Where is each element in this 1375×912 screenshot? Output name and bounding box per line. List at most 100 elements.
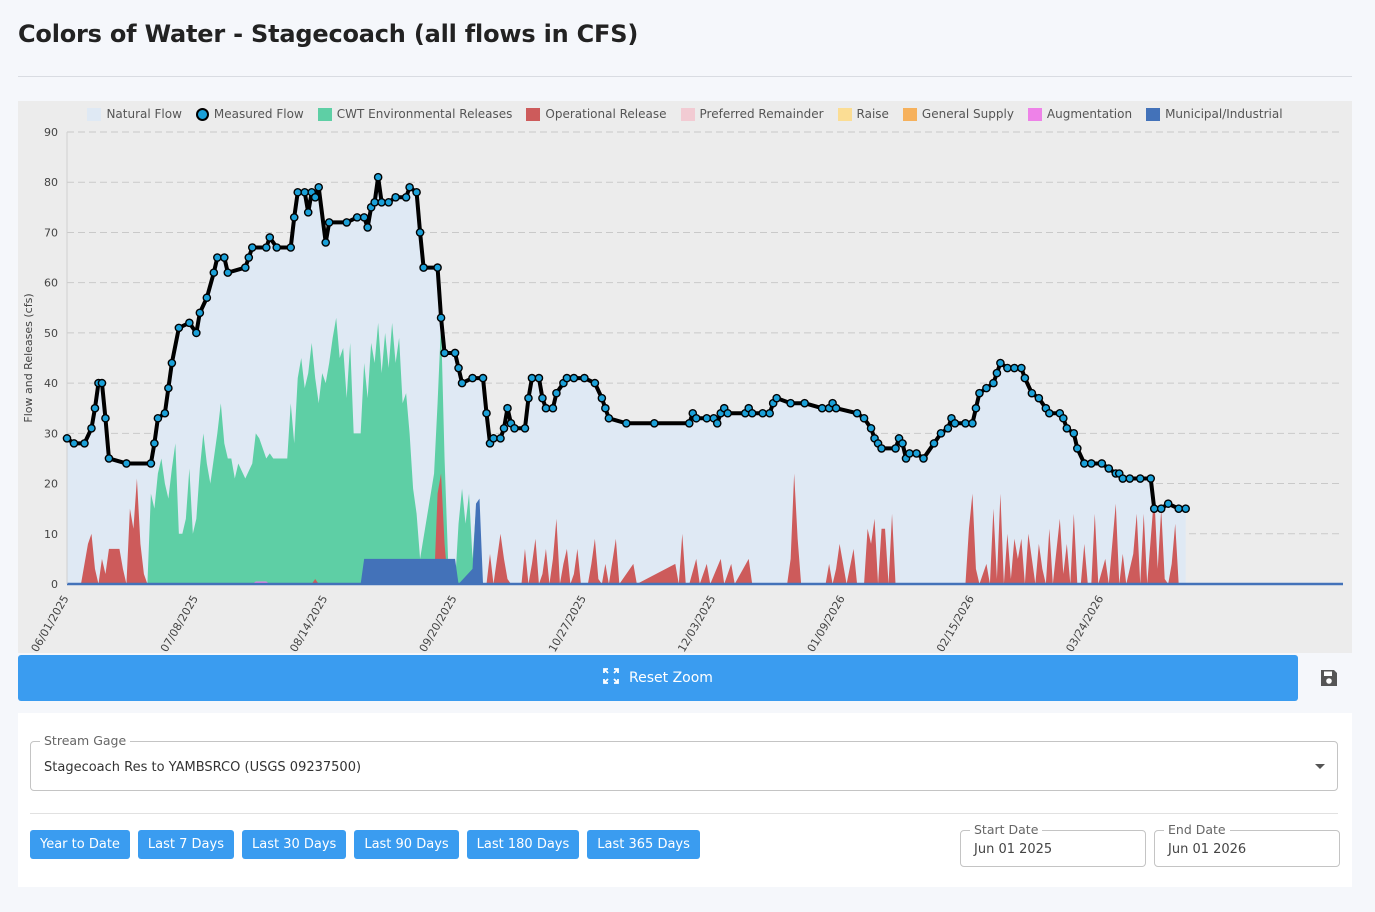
measured-flow-point [384,198,393,207]
measured-flow-point [905,449,914,458]
legend-item-municipal-industrial[interactable]: Municipal/Industrial [1146,107,1283,121]
measured-flow-point [548,403,558,413]
measured-flow-point [286,243,296,252]
y-tick-label: 10 [44,528,58,541]
measured-flow-point [223,268,233,277]
x-tick-label: 12/03/2025 [675,593,718,653]
measured-flow-point [919,454,928,463]
measured-flow-point [1045,408,1054,418]
start-date-value: Jun 01 2025 [974,842,1053,857]
dropdown-arrow-icon[interactable] [1315,764,1325,769]
last-180-days-button[interactable]: Last 180 Days [466,830,580,859]
legend-swatch [87,107,102,121]
start-date-field[interactable]: Start Date Jun 01 2025 [960,822,1146,867]
measured-flow-point [104,454,114,463]
legend-label: Measured Flow [213,107,304,121]
end-date-field[interactable]: End Date Jun 01 2026 [1154,822,1340,867]
measured-flow-point [859,413,869,423]
y-tick-label: 40 [44,377,58,390]
measured-flow-point [992,368,1002,378]
measured-flow-point [240,263,250,272]
legend-label: Operational Release [545,107,667,121]
measured-flow-point [489,434,498,443]
page-title: Colors of Water - Stagecoach (all flows … [18,20,639,48]
measured-flow-point [174,323,184,333]
legend-item-preferred-remainder[interactable]: Preferred Remainder [680,107,824,121]
measured-flow-point [377,198,386,207]
measured-flow-point [1104,464,1114,473]
y-tick-label: 60 [44,277,58,290]
end-date-value: Jun 01 2026 [1168,842,1247,857]
legend-swatch [680,107,695,121]
measured-flow-point [1118,474,1128,483]
measured-flow-point [891,444,900,453]
measured-flow-point [220,253,229,262]
legend-item-measured-flow[interactable]: Measured Flow [195,107,304,121]
x-tick-label: 07/08/2025 [158,593,201,653]
legend-item-augmentation[interactable]: Augmentation [1027,107,1133,121]
measured-flow-point [363,223,372,232]
measured-flow-point [1086,459,1096,468]
legend-item-general-supply[interactable]: General Supply [902,107,1014,121]
legend-item-natural-flow[interactable]: Natural Flow [87,107,182,121]
legend-label: Preferred Remainder [699,107,824,121]
year-to-date-button[interactable]: Year to Date [30,830,130,859]
legend-label: CWT Environmental Releases [336,107,513,121]
measured-flow-point [1149,504,1159,513]
stream-gage-select[interactable]: Stream Gage Stagecoach Res to YAMBSRCO (… [30,733,1338,791]
measured-flow-point [996,358,1005,368]
measured-flow-point [370,198,379,207]
last-90-days-button[interactable]: Last 90 Days [354,830,459,859]
measured-flow-point [786,398,795,408]
legend-swatch [1027,107,1042,121]
measured-flow-point [1027,388,1037,398]
reset-zoom-button[interactable]: Reset Zoom [18,655,1298,701]
measured-flow-point [534,373,544,383]
measured-flow-point [622,418,631,428]
measured-flow-point [289,213,299,222]
measured-flow-point [503,403,512,413]
controls-panel: Stream Gage Stagecoach Res to YAMBSRCO (… [18,713,1352,887]
x-tick-label: 09/20/2025 [417,593,460,653]
measured-flow-point [153,413,163,423]
floppy-disk-icon[interactable] [1318,667,1340,689]
measured-flow-point [691,413,701,423]
legend-swatch [837,107,852,121]
measured-flow-point [272,243,282,252]
measured-flow-point [817,403,827,413]
last-365-days-button[interactable]: Last 365 Days [587,830,700,859]
measured-flow-point [160,408,170,418]
measured-flow-point [433,263,442,272]
legend-swatch [526,107,541,121]
last-7-days-button[interactable]: Last 7 Days [137,830,234,859]
measured-flow-point [1156,504,1166,513]
measured-flow-point [1034,393,1044,403]
legend-item-cwt-environmental[interactable]: CWT Environmental Releases [317,107,513,121]
chart-panel[interactable]: 0 10 20 30 40 50 60 70 80 90 06/01/2025 07/08/2025 0… [18,101,1352,653]
measured-flow-point [499,424,509,433]
legend-label: Augmentation [1046,107,1133,121]
measured-flow-point [1125,474,1135,483]
measured-flow-point [562,373,572,383]
measured-flow-point [146,459,156,468]
y-axis-label: Flow and Releases (cfs) [22,293,35,422]
y-tick-label: 50 [44,327,58,340]
legend-item-operational-release[interactable]: Operational Release [526,107,667,121]
measured-flow-point [405,182,414,192]
cwt-environmental-releases-area [147,317,484,584]
y-tick-label: 80 [44,176,58,189]
measured-flow-point [898,439,907,448]
measured-flow-point [852,408,862,418]
measured-flow-point [1163,499,1173,508]
legend-item-raise[interactable]: Raise [837,107,889,121]
last-30-days-button[interactable]: Last 30 Days [241,830,347,859]
x-tick-label: 01/09/2026 [805,593,848,653]
measured-flow-point [712,418,722,428]
measured-flow-point [101,413,110,423]
measured-flow-point [968,418,977,428]
stream-gage-value: Stagecoach Res to YAMBSRCO (USGS 0923750… [44,760,362,775]
range-button-group: Year to Date Last 7 Days Last 30 Days La… [30,830,700,859]
flow-chart[interactable]: 0 10 20 30 40 50 60 70 80 90 06/01/2025 07/08/2025 0… [18,101,1352,653]
measured-flow-point [468,373,477,383]
measured-flow-point [192,328,201,338]
